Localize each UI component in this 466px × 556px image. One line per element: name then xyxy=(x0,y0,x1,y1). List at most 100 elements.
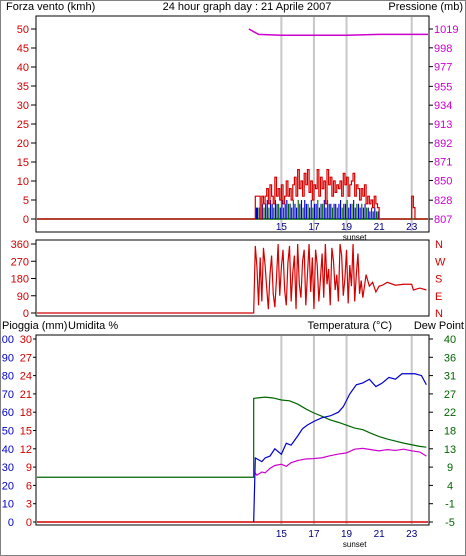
compass-tick-label: S xyxy=(435,274,442,286)
temp-humidity-x-ticks: 15 17 19 21 23 xyxy=(276,529,418,540)
x-tick-label: 21 xyxy=(374,529,386,540)
wind-avg-bar xyxy=(283,207,285,219)
wind-axis-label: Forza vento (kmh) xyxy=(6,1,95,13)
wind-avg-bar xyxy=(348,207,350,219)
wind-avg-bar xyxy=(344,203,347,219)
wind-tick-label: 15 xyxy=(17,157,29,169)
wind-avg-bar xyxy=(289,203,291,219)
rain-tick-label: 30 xyxy=(20,334,32,346)
humidity-tick-label: 60 xyxy=(2,407,14,419)
pressure-ticks: 1019 998 977 955 934 913 892 871 850 828 807 xyxy=(429,24,458,226)
wind-avg-bar xyxy=(362,207,364,219)
pressure-tick-label: 913 xyxy=(434,119,452,131)
graph-title: 24 hour graph day : 21 Aprile 2007 xyxy=(163,1,332,13)
wind-avg-bar xyxy=(313,203,316,219)
wind-avg-bar xyxy=(255,207,259,219)
wind-avg-bar xyxy=(357,203,360,219)
wind-avg-bar xyxy=(325,207,327,219)
wind-avg-bar xyxy=(322,203,324,219)
wind-avg-bar xyxy=(364,203,366,219)
direction-tick-label: 180 xyxy=(11,274,29,286)
pressure-tick-label: 998 xyxy=(434,43,452,55)
wind-avg-bar xyxy=(377,211,379,219)
wind-avg-bar xyxy=(353,200,355,219)
x-tick-label: 17 xyxy=(308,222,320,233)
rain-tick-label: 15 xyxy=(20,426,32,438)
pressure-axis-label: Pressione (mb) xyxy=(388,1,463,13)
wind-avg-bar xyxy=(356,203,358,219)
wind-avg-bar xyxy=(328,203,330,219)
wind-avg-bar xyxy=(310,200,312,219)
wind-direction-line xyxy=(37,243,427,314)
temperature-tick-label: 40 xyxy=(444,334,456,346)
x-tick-label: 21 xyxy=(374,222,386,233)
temp-humidity-grid xyxy=(280,336,413,524)
dew-point-axis-label: Dew Point xyxy=(414,320,464,332)
wind-direction-series xyxy=(37,243,427,314)
wind-avg-bar xyxy=(274,200,276,219)
rain-tick-label: 18 xyxy=(20,407,32,419)
wind-avg-bar xyxy=(279,207,281,219)
x-tick-label: 19 xyxy=(341,529,353,540)
wind-tick-label: 40 xyxy=(17,62,29,74)
wind-avg-bar xyxy=(333,203,335,219)
temperature-tick-label: 13 xyxy=(444,444,456,456)
direction-degree-ticks: 360 270 180 90 0 xyxy=(11,239,36,320)
wind-avg-bar xyxy=(276,203,278,219)
x-tick-label: 23 xyxy=(406,529,418,540)
wind-avg-bar xyxy=(312,207,314,219)
wind-avg-bar xyxy=(366,207,368,219)
humidity-line xyxy=(253,373,427,523)
pressure-tick-label: 977 xyxy=(434,62,452,74)
wind-avg-bar xyxy=(361,203,363,219)
temperature-tick-label: -5 xyxy=(445,517,455,529)
wind-pressure-x-ticks: 15 17 19 21 23 xyxy=(276,222,418,233)
wind-avg-bar xyxy=(351,203,353,219)
wind-avg-bar xyxy=(326,200,329,219)
wind-avg-bar xyxy=(343,203,345,219)
wind-avg-bar xyxy=(336,207,338,219)
wind-avg-bar xyxy=(268,207,270,219)
wind-tick-label: 20 xyxy=(17,138,29,150)
wind-avg-bar xyxy=(300,200,303,219)
wind-pressure-series xyxy=(37,28,428,220)
wind-avg-bar xyxy=(335,203,337,219)
wind-avg-bar xyxy=(320,203,322,219)
wind-avg-bar xyxy=(307,203,309,219)
wind-avg-bar xyxy=(296,207,298,219)
wind-avg-bar xyxy=(309,207,311,219)
wind-avg-bar xyxy=(349,203,351,219)
humidity-tick-label: 80 xyxy=(2,371,14,383)
pressure-tick-label: 871 xyxy=(434,157,452,169)
wind-avg-bar xyxy=(318,207,320,219)
wind-avg-bar xyxy=(291,207,293,219)
wind-avg-bar xyxy=(367,207,369,219)
temperature-tick-label: 22 xyxy=(444,407,456,419)
compass-tick-label: N xyxy=(435,308,443,320)
humidity-tick-label: 70 xyxy=(2,389,14,401)
wind-avg-bar xyxy=(271,203,273,219)
wind-avg-bar xyxy=(317,200,319,219)
wind-tick-label: 25 xyxy=(17,119,29,131)
wind-avg-bar xyxy=(292,200,294,219)
temperature-axis-label: Temperatura (°C) xyxy=(308,320,392,332)
compass-tick-label: E xyxy=(435,291,442,303)
wind-avg-bar xyxy=(265,203,267,219)
humidity-tick-label: 30 xyxy=(2,462,14,474)
wind-avg-bar xyxy=(304,200,306,219)
humidity-tick-label: 0 xyxy=(8,517,14,529)
sunset-label: sunset xyxy=(343,540,367,549)
temperature-line xyxy=(37,396,427,478)
wind-avg-bar xyxy=(269,200,272,219)
compass-tick-label: N xyxy=(435,239,443,251)
wind-tick-label: 35 xyxy=(17,81,29,93)
temperature-tick-label: 9 xyxy=(447,462,453,474)
wind-avg-bar xyxy=(281,200,283,219)
wind-avg-bar xyxy=(330,203,332,219)
rain-tick-label: 0 xyxy=(26,517,32,529)
wind-avg-bar xyxy=(370,207,373,219)
x-tick-label: 17 xyxy=(308,529,320,540)
pressure-tick-label: 828 xyxy=(434,195,452,207)
